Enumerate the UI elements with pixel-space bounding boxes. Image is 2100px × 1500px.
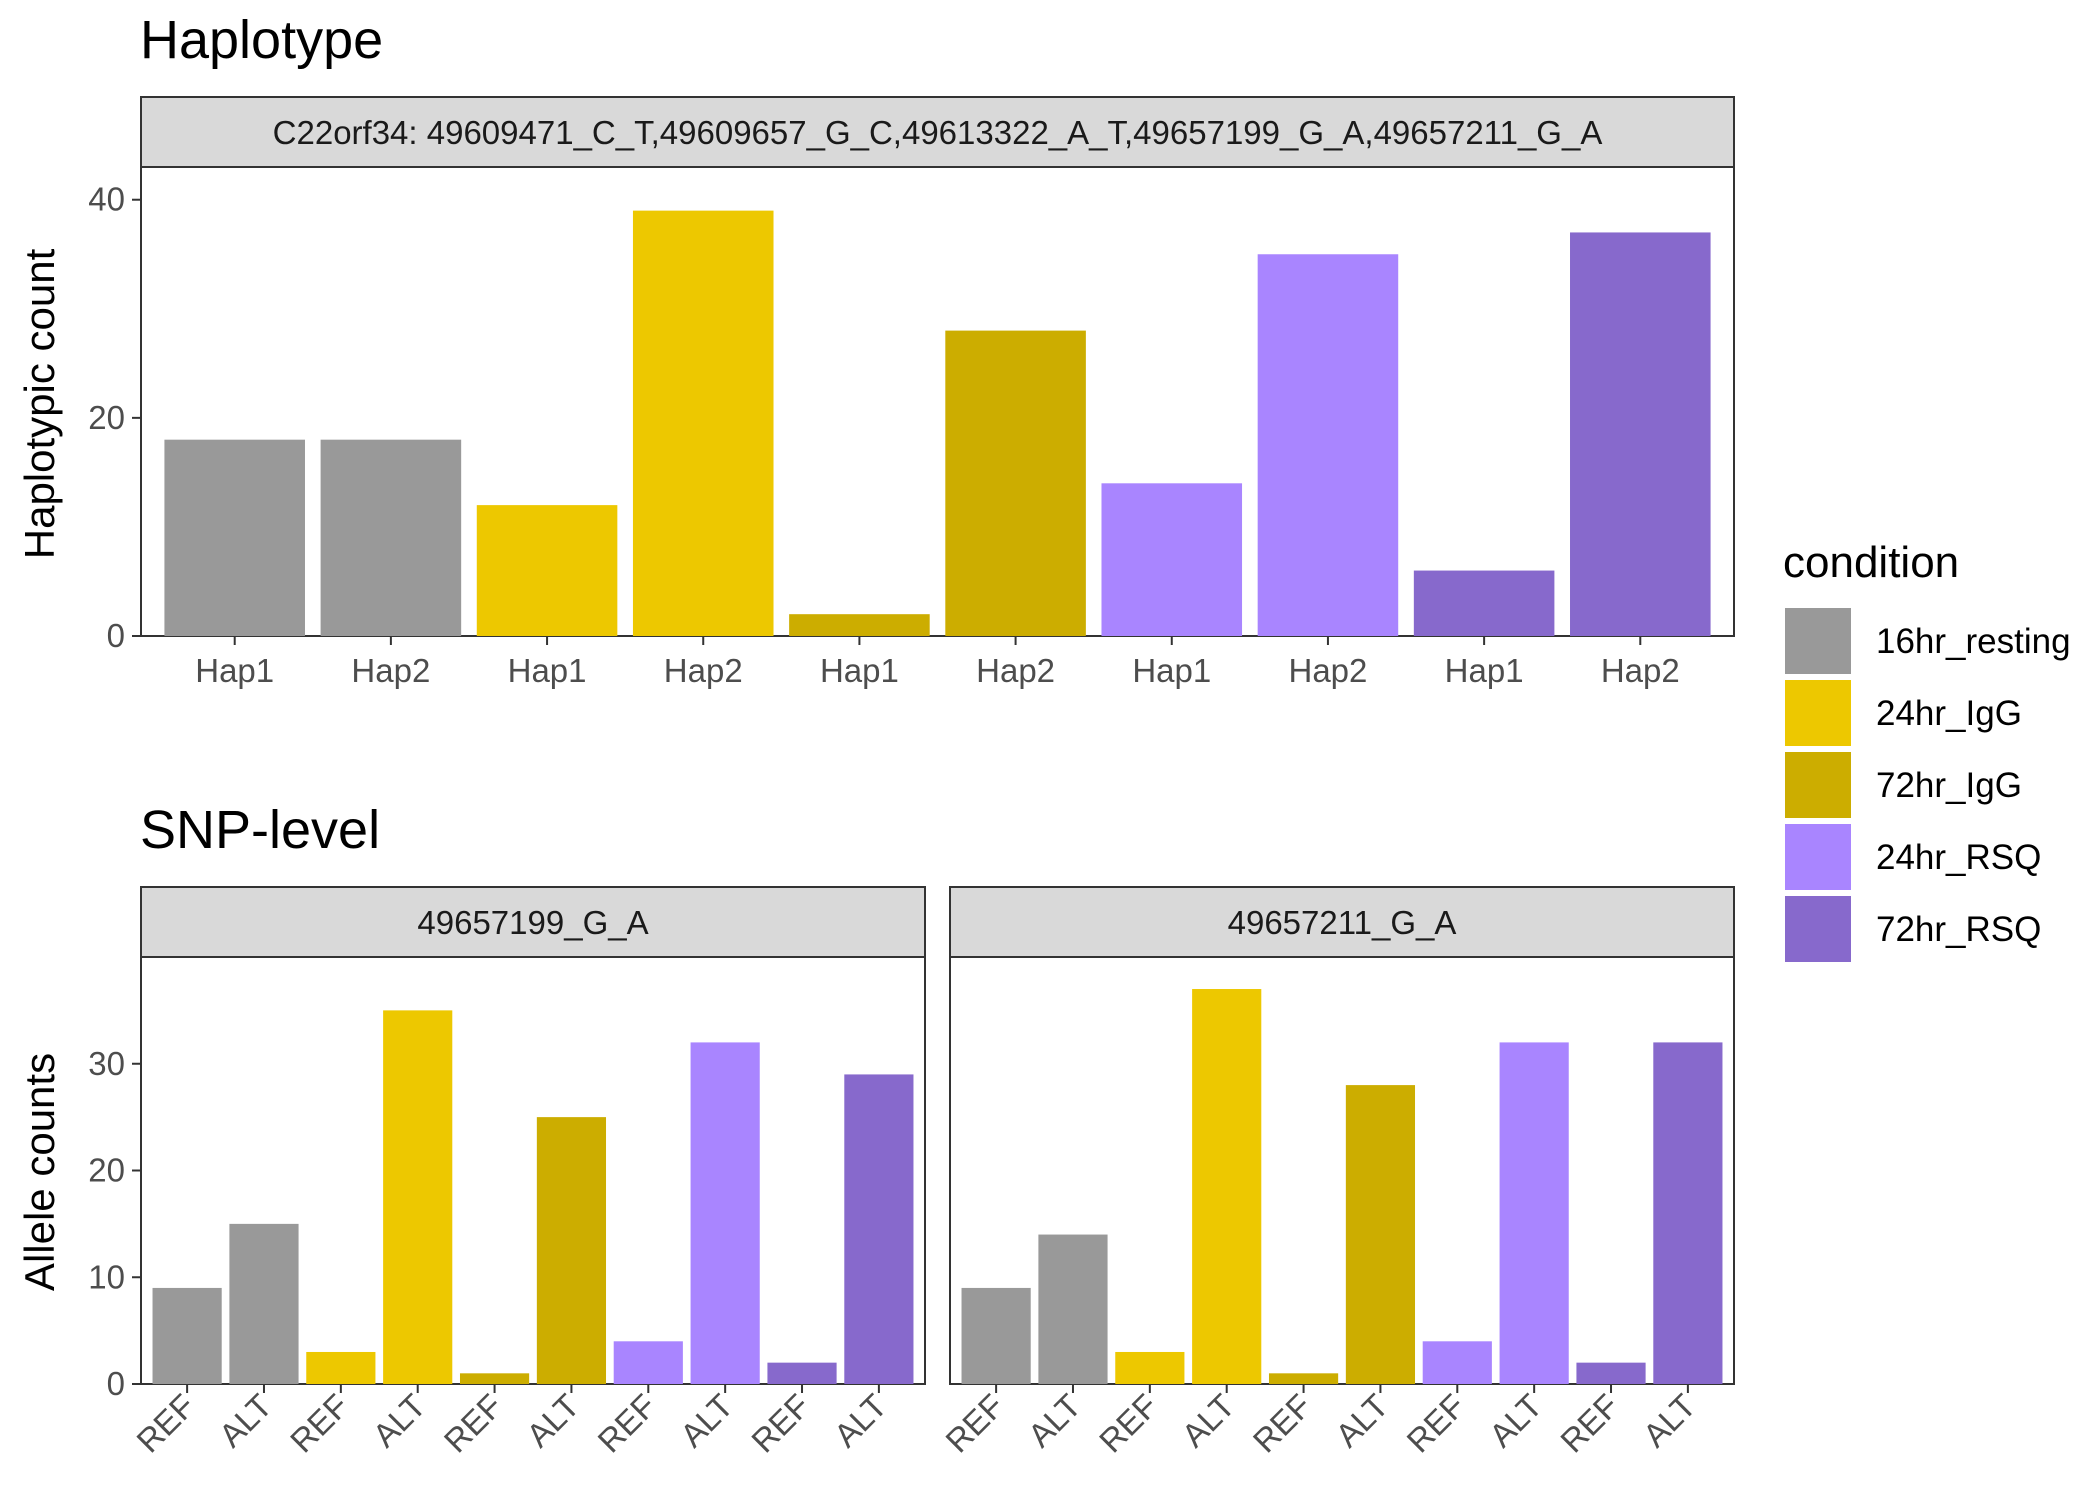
x-tick-label: REF: [744, 1387, 817, 1460]
bar: [613, 1341, 683, 1384]
x-tick-label: Hap2: [1288, 652, 1367, 689]
legend-key: [1785, 680, 1851, 746]
x-tick-label: ALT: [1482, 1387, 1549, 1454]
bar: [459, 1373, 530, 1384]
x-tick-label: ALT: [1636, 1387, 1703, 1454]
bar: [961, 1287, 1031, 1384]
legend: condition 16hr_resting 24hr_IgG 72hr_IgG 24…: [1783, 538, 2071, 962]
legend-key: [1785, 896, 1851, 962]
snp-chart-title: SNP-level: [140, 800, 380, 860]
x-tick-label: ALT: [1174, 1387, 1241, 1454]
x-tick-label: REF: [590, 1387, 663, 1460]
y-tick-label: 20: [88, 1152, 125, 1189]
bar: [320, 439, 462, 636]
bar: [1345, 1085, 1416, 1384]
bar: [1576, 1362, 1646, 1384]
x-tick-label: Hap1: [1445, 652, 1524, 689]
x-tick-label: REF: [1553, 1387, 1626, 1460]
bar: [1257, 254, 1399, 637]
x-tick-label: Hap2: [1601, 652, 1680, 689]
x-tick-label: ALT: [1328, 1387, 1395, 1454]
bar: [789, 614, 930, 636]
y-tick-label: 0: [107, 1365, 125, 1402]
bar: [383, 1010, 453, 1384]
x-tick-label: ALT: [212, 1387, 279, 1454]
bar: [1101, 483, 1243, 636]
facet-strip: [949, 886, 1735, 958]
x-tick-label: Hap2: [664, 652, 743, 689]
bar: [1268, 1373, 1339, 1384]
bar: [306, 1351, 376, 1384]
facet-strip-label: 49657211_G_A: [1228, 904, 1457, 941]
facet-strip-label: 49657199_G_A: [417, 904, 648, 941]
haplotype-y-axis-title: Haplotypic count: [16, 248, 63, 559]
bar: [844, 1074, 914, 1384]
bar: [767, 1362, 837, 1384]
legend-label: 72hr_RSQ: [1876, 910, 2041, 949]
haplotype-chart-title: Haplotype: [140, 10, 383, 70]
x-tick-label: REF: [938, 1387, 1011, 1460]
x-tick-label: REF: [1092, 1387, 1165, 1460]
bar: [164, 439, 305, 636]
bar: [1653, 1042, 1723, 1384]
x-tick-label: REF: [1246, 1387, 1319, 1460]
legend-label: 24hr_IgG: [1876, 694, 2022, 733]
bar: [1413, 570, 1555, 636]
bar: [632, 210, 774, 636]
x-tick-label: ALT: [673, 1387, 740, 1454]
snp-y-axis-title: Allele counts: [16, 1053, 63, 1291]
bar: [1192, 989, 1262, 1384]
x-tick-label: ALT: [827, 1387, 894, 1454]
y-tick-label: 30: [88, 1045, 125, 1082]
legend-key: [1785, 752, 1851, 818]
legend-label: 24hr_RSQ: [1876, 838, 2041, 877]
bar: [476, 505, 618, 636]
legend-title: condition: [1783, 538, 1959, 587]
facet-strip: [140, 96, 1735, 168]
haplotype-plot: C22orf34: 49609471_C_T,49609657_G_C,4961…: [88, 96, 1735, 689]
x-tick-label: REF: [437, 1387, 510, 1460]
legend-label: 72hr_IgG: [1876, 766, 2022, 805]
y-tick-label: 0: [107, 617, 125, 654]
x-tick-label: Hap1: [508, 652, 587, 689]
legend-label: 16hr_resting: [1876, 622, 2071, 661]
x-tick-label: Hap1: [1132, 652, 1211, 689]
bar: [1570, 232, 1711, 636]
facet-strip: [140, 886, 926, 958]
x-tick-label: ALT: [519, 1387, 586, 1454]
x-tick-label: Hap1: [195, 652, 274, 689]
x-tick-label: ALT: [365, 1387, 432, 1454]
legend-key: [1785, 824, 1851, 890]
haplotype-panel-1: C22orf34: 49609471_C_T,49609657_G_C,4961…: [88, 96, 1735, 689]
bar: [945, 330, 1086, 636]
bar: [690, 1042, 760, 1384]
bar: [229, 1223, 299, 1384]
x-tick-label: REF: [129, 1387, 202, 1460]
bar: [1499, 1042, 1569, 1384]
y-tick-label: 10: [88, 1258, 125, 1295]
bar: [1115, 1351, 1185, 1384]
x-tick-label: Hap2: [976, 652, 1055, 689]
bar: [1422, 1341, 1492, 1384]
x-tick-label: Hap2: [351, 652, 430, 689]
bar: [152, 1287, 222, 1384]
x-tick-label: Hap1: [820, 652, 899, 689]
x-tick-label: REF: [1399, 1387, 1472, 1460]
y-tick-label: 20: [88, 399, 125, 436]
x-tick-label: REF: [283, 1387, 356, 1460]
legend-key: [1785, 608, 1851, 674]
y-tick-label: 40: [88, 181, 125, 218]
bar: [536, 1117, 607, 1384]
facet-strip-label: C22orf34: 49609471_C_T,49609657_G_C,4961…: [273, 114, 1603, 151]
bar: [1038, 1234, 1108, 1384]
x-tick-label: ALT: [1021, 1387, 1088, 1454]
